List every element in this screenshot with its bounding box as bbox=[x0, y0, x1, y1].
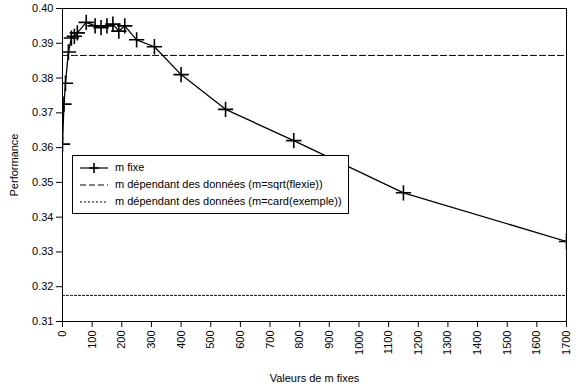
svg-text:1000: 1000 bbox=[352, 331, 364, 355]
svg-text:0.33: 0.33 bbox=[32, 245, 53, 257]
svg-text:0.36: 0.36 bbox=[32, 141, 53, 153]
svg-text:1700: 1700 bbox=[560, 331, 572, 355]
svg-text:600: 600 bbox=[234, 331, 246, 349]
svg-text:1100: 1100 bbox=[382, 331, 394, 355]
svg-text:800: 800 bbox=[293, 331, 305, 349]
svg-text:1400: 1400 bbox=[471, 331, 483, 355]
svg-text:100: 100 bbox=[86, 331, 98, 349]
svg-text:900: 900 bbox=[323, 331, 335, 349]
svg-text:0.37: 0.37 bbox=[32, 106, 53, 118]
svg-text:Valeurs de m fixes: Valeurs de m fixes bbox=[270, 372, 360, 384]
svg-text:Performance: Performance bbox=[8, 134, 20, 197]
html-text:m dépendant des données (m=sqr: m dépendant des données (m=sqrt(flexie)) bbox=[115, 178, 323, 191]
svg-text:0.32: 0.32 bbox=[32, 280, 53, 292]
svg-text:1300: 1300 bbox=[441, 331, 453, 355]
svg-text:0.39: 0.39 bbox=[32, 37, 53, 49]
svg-text:400: 400 bbox=[175, 331, 187, 349]
html-text:m dépendant des données (m=car: m dépendant des données (m=card(exemple)… bbox=[115, 195, 342, 208]
svg-text:300: 300 bbox=[145, 331, 157, 349]
svg-text:0.38: 0.38 bbox=[32, 72, 53, 84]
svg-text:0.35: 0.35 bbox=[32, 176, 53, 188]
svg-text:0: 0 bbox=[56, 331, 68, 337]
svg-text:700: 700 bbox=[264, 331, 276, 349]
svg-text:0.31: 0.31 bbox=[32, 315, 53, 327]
svg-text:1600: 1600 bbox=[530, 331, 542, 355]
svg-text:500: 500 bbox=[204, 331, 216, 349]
svg-text:1200: 1200 bbox=[412, 331, 424, 355]
svg-text:0.34: 0.34 bbox=[32, 211, 53, 223]
html-text:m fixe: m fixe bbox=[115, 161, 145, 174]
svg-text:0.40: 0.40 bbox=[32, 2, 53, 14]
svg-text:200: 200 bbox=[115, 331, 127, 349]
svg-text:1500: 1500 bbox=[501, 331, 513, 355]
